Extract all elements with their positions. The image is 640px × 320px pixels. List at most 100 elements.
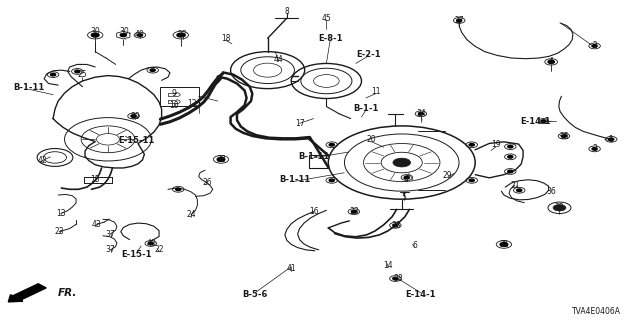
Text: 30: 30: [90, 27, 100, 36]
Circle shape: [548, 60, 554, 63]
Circle shape: [351, 210, 356, 213]
Text: 10: 10: [170, 101, 179, 110]
Text: E-14-1: E-14-1: [520, 116, 551, 126]
Circle shape: [150, 69, 156, 71]
Text: 34: 34: [416, 109, 426, 118]
Polygon shape: [116, 31, 130, 39]
Text: E-15-11: E-15-11: [118, 136, 154, 145]
Circle shape: [541, 120, 546, 123]
Text: 18: 18: [221, 34, 230, 43]
Text: 7: 7: [404, 175, 410, 184]
Text: 38: 38: [393, 274, 403, 283]
Text: 8: 8: [284, 7, 289, 16]
Text: 22: 22: [154, 245, 164, 254]
Circle shape: [469, 143, 474, 146]
Text: 43: 43: [92, 220, 101, 229]
Text: 28: 28: [178, 30, 188, 39]
Circle shape: [131, 115, 136, 117]
Text: 25: 25: [77, 70, 87, 79]
Text: 14: 14: [383, 261, 393, 270]
Circle shape: [609, 138, 614, 140]
Circle shape: [138, 34, 143, 36]
Circle shape: [175, 188, 180, 191]
Text: 20: 20: [366, 135, 376, 144]
Text: 39: 39: [130, 113, 140, 122]
Circle shape: [592, 45, 597, 47]
Circle shape: [508, 145, 513, 148]
Circle shape: [120, 34, 126, 36]
Circle shape: [92, 33, 99, 37]
Circle shape: [329, 179, 334, 182]
Text: 6: 6: [412, 241, 417, 250]
Text: 9: 9: [172, 89, 177, 98]
Circle shape: [469, 179, 474, 182]
Text: 24: 24: [186, 210, 196, 219]
Circle shape: [553, 204, 566, 211]
Circle shape: [51, 73, 56, 76]
Text: 45: 45: [321, 14, 332, 23]
Text: 37: 37: [106, 245, 115, 254]
Text: B-1-1: B-1-1: [353, 104, 379, 113]
Text: 19: 19: [492, 140, 501, 149]
Circle shape: [148, 242, 154, 245]
Text: B-1-11: B-1-11: [279, 175, 310, 184]
Text: 4: 4: [548, 57, 554, 66]
Text: TVA4E0406A: TVA4E0406A: [572, 307, 621, 316]
Text: 32: 32: [555, 203, 564, 212]
Text: B-1-11: B-1-11: [298, 152, 329, 161]
Circle shape: [217, 157, 225, 161]
Circle shape: [393, 277, 398, 280]
Circle shape: [393, 224, 398, 227]
Circle shape: [516, 189, 522, 192]
Text: 17: 17: [295, 119, 305, 128]
Text: 5: 5: [402, 193, 407, 202]
Text: 44: 44: [274, 55, 284, 64]
Text: E-8-1: E-8-1: [318, 34, 342, 43]
Circle shape: [404, 176, 410, 179]
Text: 35: 35: [559, 132, 569, 140]
Text: 42: 42: [37, 156, 47, 165]
Circle shape: [177, 33, 184, 37]
Text: 21: 21: [511, 181, 520, 190]
Text: 27: 27: [454, 16, 464, 25]
Text: B-5-6: B-5-6: [242, 290, 268, 299]
Circle shape: [592, 148, 597, 150]
Text: E-15-1: E-15-1: [121, 251, 151, 260]
Circle shape: [75, 70, 80, 73]
Circle shape: [508, 156, 513, 158]
Text: 41: 41: [287, 264, 296, 274]
Text: 13: 13: [56, 209, 65, 218]
Circle shape: [500, 243, 508, 246]
FancyArrow shape: [8, 284, 46, 302]
Text: B-1-11: B-1-11: [13, 83, 44, 92]
Text: 29: 29: [443, 171, 452, 180]
Text: 2: 2: [592, 41, 597, 50]
Text: 40: 40: [135, 30, 145, 39]
Text: 38: 38: [216, 155, 226, 164]
Text: 1: 1: [608, 135, 613, 144]
Bar: [161, 87, 198, 106]
Text: E-2-1: E-2-1: [356, 50, 381, 59]
Circle shape: [329, 143, 334, 146]
Text: E-14-1: E-14-1: [406, 290, 436, 299]
Text: 30: 30: [120, 27, 129, 36]
Text: 11: 11: [371, 87, 381, 96]
Text: 23: 23: [54, 227, 64, 236]
Text: 36: 36: [547, 188, 556, 196]
Circle shape: [419, 113, 424, 115]
Text: 40: 40: [147, 239, 156, 248]
Circle shape: [393, 158, 410, 167]
Text: 12: 12: [188, 100, 197, 108]
Circle shape: [457, 19, 462, 22]
Text: 38: 38: [392, 221, 401, 230]
Circle shape: [561, 135, 566, 137]
Circle shape: [508, 170, 513, 173]
Text: 3: 3: [592, 144, 597, 153]
Text: 15: 15: [90, 175, 100, 184]
Text: 31: 31: [499, 240, 509, 249]
Text: 16: 16: [309, 207, 319, 216]
Text: 26: 26: [202, 179, 212, 188]
Text: FR.: FR.: [58, 288, 77, 298]
Text: 33: 33: [349, 207, 359, 216]
Text: 37: 37: [106, 230, 115, 239]
